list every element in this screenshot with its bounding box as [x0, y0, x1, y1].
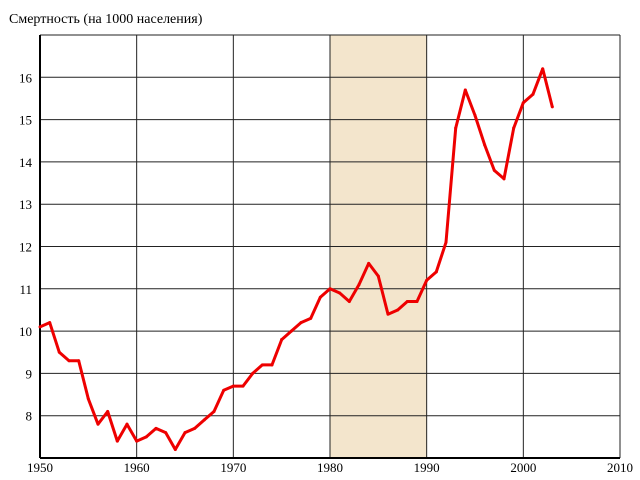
y-tick-label: 8 — [26, 409, 33, 424]
data-point — [328, 287, 332, 291]
data-point — [164, 431, 168, 435]
data-point — [48, 321, 52, 325]
data-point — [57, 350, 61, 354]
series-line — [39, 67, 554, 451]
data-point — [415, 299, 419, 303]
x-tick-label: 1960 — [124, 460, 150, 475]
x-tick-label: 1990 — [414, 460, 440, 475]
data-point — [550, 105, 554, 109]
data-point — [96, 422, 100, 426]
data-point — [173, 448, 177, 452]
data-point — [309, 316, 313, 320]
data-point — [318, 295, 322, 299]
data-point — [454, 126, 458, 130]
y-tick-label: 11 — [19, 282, 32, 297]
data-point — [67, 359, 71, 363]
chart-title: Смертность (на 1000 населения) — [9, 12, 203, 27]
data-point — [502, 177, 506, 181]
data-point — [231, 384, 235, 388]
data-point — [512, 126, 516, 130]
x-tick-label: 1970 — [220, 460, 246, 475]
y-tick-label: 14 — [19, 155, 33, 170]
data-point — [115, 439, 119, 443]
data-point — [376, 274, 380, 278]
data-point — [183, 431, 187, 435]
data-point — [270, 363, 274, 367]
y-tick-label: 9 — [26, 366, 33, 381]
y-tick-label: 10 — [19, 324, 32, 339]
data-point — [251, 371, 255, 375]
x-tick-label: 1950 — [27, 460, 53, 475]
data-point — [357, 283, 361, 287]
data-point — [492, 168, 496, 172]
data-point — [212, 409, 216, 413]
x-tick-label: 1980 — [317, 460, 343, 475]
y-tick-label: 12 — [19, 240, 32, 255]
data-point — [444, 240, 448, 244]
data-point — [280, 338, 284, 342]
data-point — [396, 308, 400, 312]
data-point — [434, 270, 438, 274]
data-point — [38, 325, 42, 329]
data-point — [347, 299, 351, 303]
data-point — [135, 439, 139, 443]
data-point — [299, 321, 303, 325]
data-point — [202, 418, 206, 422]
data-point — [473, 113, 477, 117]
data-point — [367, 261, 371, 265]
data-point — [531, 92, 535, 96]
data-point — [541, 67, 545, 71]
x-tick-label: 2010 — [607, 460, 633, 475]
y-tick-label: 13 — [19, 197, 32, 212]
data-point — [463, 88, 467, 92]
data-point — [222, 388, 226, 392]
x-tick-label: 2000 — [510, 460, 536, 475]
data-point — [425, 278, 429, 282]
data-point — [260, 363, 264, 367]
y-tick-label: 15 — [19, 113, 32, 128]
data-point — [405, 299, 409, 303]
data-point — [144, 435, 148, 439]
y-tick-label: 16 — [19, 70, 33, 85]
data-point — [289, 329, 293, 333]
data-point — [106, 409, 110, 413]
data-point — [521, 101, 525, 105]
data-point — [386, 312, 390, 316]
data-point — [86, 397, 90, 401]
data-point — [125, 422, 129, 426]
data-point — [483, 143, 487, 147]
data-point — [77, 359, 81, 363]
data-point — [241, 384, 245, 388]
data-point — [338, 291, 342, 295]
data-point — [154, 426, 158, 430]
data-point — [193, 426, 197, 430]
